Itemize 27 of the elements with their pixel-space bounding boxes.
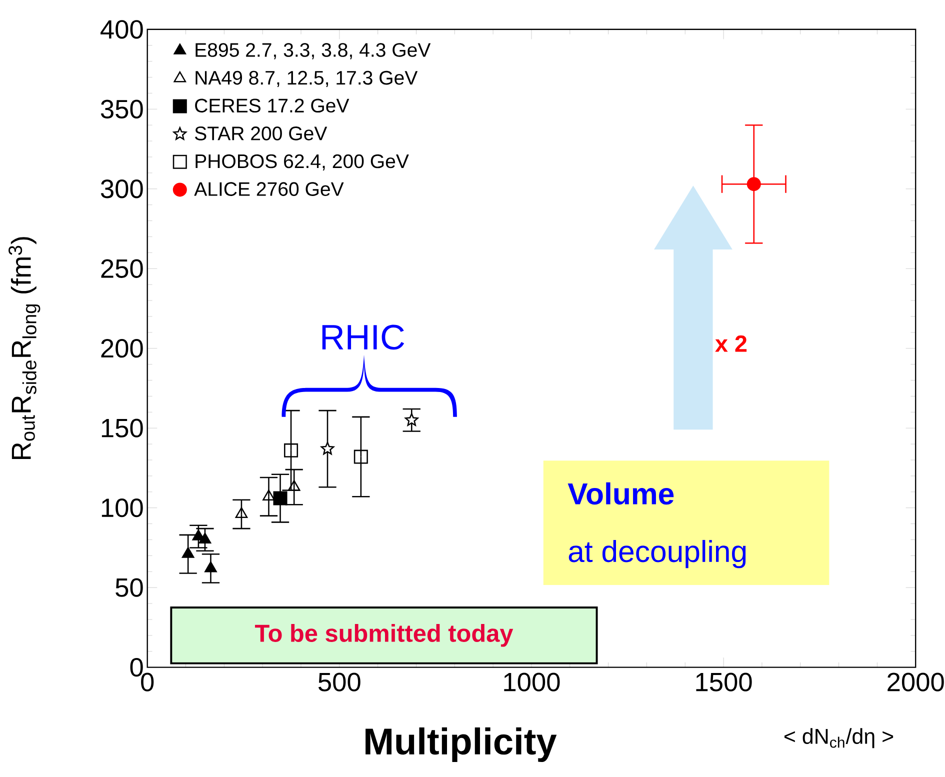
legend-label: PHOBOS 62.4, 200 GeV <box>196 154 409 170</box>
legend-label: E895 2.7, 3.3, 3.8, 4.3 GeV <box>196 43 431 60</box>
y-tick-label: 200 <box>101 338 143 358</box>
y-tick-label: 150 <box>102 418 143 438</box>
legend-label: CERES 17.2 GeV <box>195 98 350 112</box>
text: Multiplicity <box>366 727 557 762</box>
annotation: RHIC <box>322 324 404 350</box>
annotation: To be submitted today <box>254 624 514 647</box>
annotation: x 2 <box>715 335 747 352</box>
legend-label: NA49 8.7, 12.5, 17.3 GeV <box>196 70 418 87</box>
y-tick-label: 100 <box>102 498 143 518</box>
annotation: at decoupling <box>568 540 746 568</box>
x-tick-label: 500 <box>318 672 360 692</box>
y-tick-label: 350 <box>100 100 143 118</box>
y-tick-label: 0 <box>130 658 143 677</box>
text: R$_{out}$R$_{side}$R$_{long}$ (fm$^{3}$) <box>8 237 40 460</box>
x-tick-label: 1500 <box>696 672 752 692</box>
legend-label: STAR 200 GeV <box>194 126 328 140</box>
y-tick-label: 400 <box>100 20 143 39</box>
x-tick-label: 1000 <box>504 672 560 692</box>
x-tick-label: 2000 <box>888 672 944 692</box>
y-tick-label: 300 <box>100 180 143 198</box>
x-axis-title: < dN$_{ch}$/dη > <box>784 728 894 748</box>
y-tick-label: 250 <box>101 259 143 278</box>
y-tick-label: 50 <box>116 578 143 597</box>
annotation: Volume <box>568 482 674 505</box>
legend-label: ALICE 2760 GeV <box>194 182 344 196</box>
